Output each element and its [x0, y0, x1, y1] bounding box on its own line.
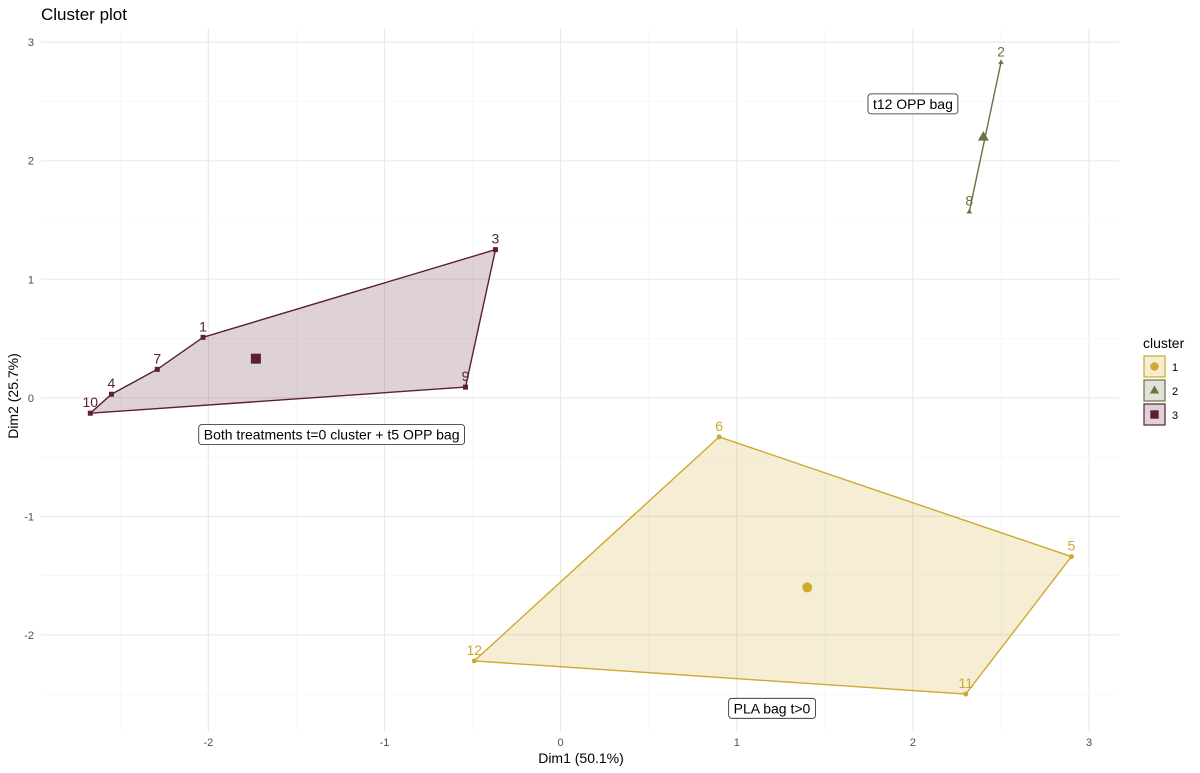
cluster-center-1	[802, 582, 813, 593]
legend-entry-3: 3	[1143, 403, 1178, 426]
annotation-text: t12 OPP bag	[873, 96, 953, 112]
annotation-1: t12 OPP bag	[867, 93, 959, 115]
legend-label: 2	[1172, 386, 1178, 398]
data-point-1	[200, 334, 206, 340]
data-point-5	[1068, 554, 1074, 560]
legend-label: 3	[1172, 410, 1178, 422]
data-point-12	[471, 658, 477, 664]
point-label-4: 4	[108, 375, 116, 391]
annotation-0: Both treatments t=0 cluster + t5 OPP bag	[198, 424, 465, 445]
x-tick-label: -2	[203, 737, 213, 749]
x-tick-label: 0	[558, 737, 564, 749]
cluster-center-3	[250, 353, 261, 364]
data-point-2	[998, 59, 1004, 65]
cluster-center-2	[977, 131, 989, 141]
y-tick-label: 3	[28, 37, 34, 49]
annotation-2: PLA bag t>0	[728, 697, 816, 719]
point-label-8: 8	[965, 193, 973, 209]
point-label-11: 11	[958, 675, 973, 691]
point-label-5: 5	[1068, 538, 1076, 554]
data-point-9	[463, 384, 469, 390]
data-point-6	[716, 434, 722, 440]
data-point-11	[963, 691, 969, 697]
x-axis-title: Dim1 (50.1%)	[538, 750, 624, 766]
annotations: Both treatments t=0 cluster + t5 OPP bag…	[198, 93, 959, 719]
legend-triangle-icon	[1149, 385, 1160, 394]
data-point-7	[154, 366, 160, 372]
data-point-3	[492, 247, 498, 253]
annotation-text: Both treatments t=0 cluster + t5 OPP bag	[204, 427, 460, 443]
y-tick-label: -2	[24, 630, 34, 642]
legend-title: cluster	[1143, 335, 1185, 351]
cluster-hulls	[89, 62, 1073, 695]
legend-circle-icon	[1150, 362, 1159, 371]
annotation-text: PLA bag t>0	[734, 700, 811, 716]
point-label-10: 10	[83, 394, 99, 410]
point-label-7: 7	[153, 350, 161, 366]
legend: cluster 1 2 3	[1143, 335, 1185, 426]
point-label-3: 3	[492, 231, 500, 247]
y-tick-label: 2	[28, 156, 34, 168]
x-tick-label: -1	[380, 737, 390, 749]
y-tick-label: 0	[28, 393, 34, 405]
chart-title: Cluster plot	[41, 5, 127, 24]
cluster-hull-1	[473, 436, 1073, 695]
legend-entry-1: 1	[1143, 355, 1178, 378]
point-label-1: 1	[199, 318, 207, 334]
data-point-10	[87, 410, 93, 416]
x-tick-label: 1	[734, 737, 740, 749]
data-points: 6 5 11 12 2 8 3 9 10 4 7 1	[83, 43, 1076, 697]
data-point-4	[108, 391, 114, 397]
annotation-box	[198, 424, 465, 445]
point-label-6: 6	[715, 418, 723, 434]
legend-label: 1	[1172, 362, 1178, 374]
legend-entry-2: 2	[1143, 379, 1178, 402]
point-label-2: 2	[997, 43, 1005, 59]
point-label-9: 9	[462, 368, 470, 384]
annotation-box	[867, 93, 959, 115]
x-tick-label: 3	[1086, 737, 1092, 749]
x-tick-label: 2	[910, 737, 916, 749]
annotation-box	[728, 697, 816, 719]
y-axis-title: Dim2 (25.7%)	[5, 353, 21, 439]
data-point-8	[966, 208, 973, 214]
y-tick-label: 1	[28, 274, 34, 286]
cluster-hull-3	[89, 248, 497, 414]
legend-square-icon	[1150, 410, 1159, 419]
point-label-12: 12	[467, 642, 483, 658]
y-tick-label: -1	[24, 511, 34, 523]
